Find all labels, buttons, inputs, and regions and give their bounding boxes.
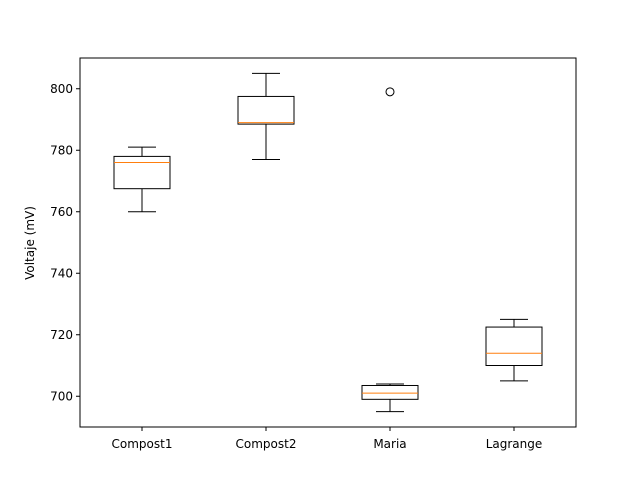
box-series xyxy=(113,72,543,413)
y-axis-label: Voltaje (mV) xyxy=(23,206,37,280)
y-tick-label: 760 xyxy=(50,205,73,219)
plot-frame xyxy=(79,57,577,428)
x-tick-label: Compost1 xyxy=(112,437,173,451)
box-compost1 xyxy=(113,146,171,213)
y-axis-ticks: 700 720 740 760 780 800 xyxy=(50,82,80,403)
x-tick-label: Lagrange xyxy=(486,437,543,451)
x-tick-label: Compost2 xyxy=(236,437,297,451)
y-tick-label: 700 xyxy=(50,389,73,403)
box-compost2 xyxy=(237,72,295,160)
y-tick-label: 720 xyxy=(50,328,73,342)
iqr-box xyxy=(485,326,543,366)
box-maria xyxy=(361,87,419,413)
x-axis-ticks: Compost1 Compost2 Maria Lagrange xyxy=(112,427,543,451)
outlier-point xyxy=(385,87,395,97)
y-tick-label: 780 xyxy=(50,143,73,157)
y-tick-label: 740 xyxy=(50,266,73,280)
y-tick-label: 800 xyxy=(50,82,73,96)
x-tick-label: Maria xyxy=(373,437,406,451)
iqr-box xyxy=(113,155,171,190)
box-lagrange xyxy=(485,318,543,382)
iqr-box xyxy=(361,384,419,400)
iqr-box xyxy=(237,95,295,125)
